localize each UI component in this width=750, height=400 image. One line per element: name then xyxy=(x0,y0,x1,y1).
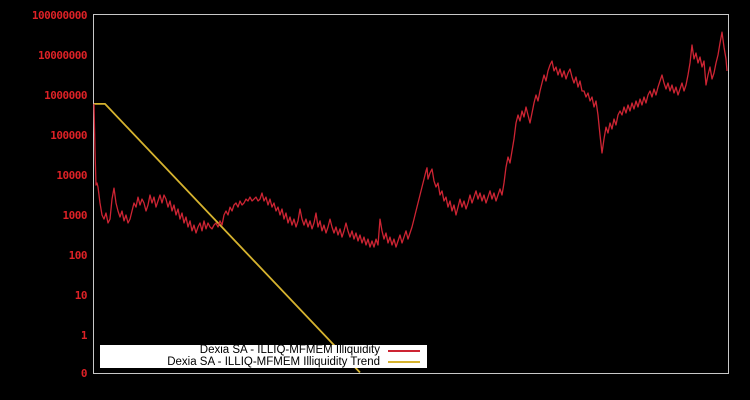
legend-row-illiquidity: Dexia SA - ILLIQ-MFMEM Illiquidity xyxy=(100,344,427,357)
trend-line xyxy=(94,103,361,374)
legend: Dexia SA - ILLIQ-MFMEM Illiquidity Dexia… xyxy=(100,344,427,369)
illiquidity-line xyxy=(93,31,728,248)
legend-line-sample-trend xyxy=(388,361,420,364)
legend-label-illiquidity: Dexia SA - ILLIQ-MFMEM Illiquidity xyxy=(199,344,380,356)
plot-border xyxy=(93,14,729,374)
legend-row-trend: Dexia SA - ILLIQ-MFMEM Illiquidity Trend xyxy=(100,355,427,369)
legend-label-trend: Dexia SA - ILLIQ-MFMEM Illiquidity Trend xyxy=(167,355,380,368)
legend-line-sample-illiquidity xyxy=(388,349,420,352)
